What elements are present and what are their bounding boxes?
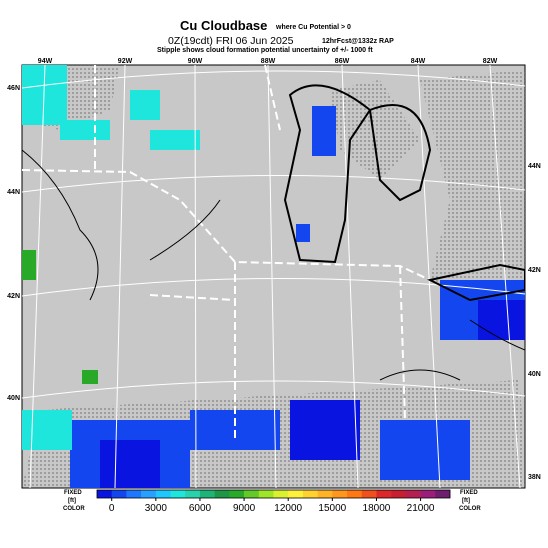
colorbar-cell	[376, 490, 392, 498]
forecast-info: 12hrFcst@1332z RAP	[322, 38, 394, 45]
colorbar-tick-label: 6000	[189, 503, 212, 514]
colorbar-cell	[141, 490, 157, 498]
lat-label: 42N	[528, 267, 541, 274]
colorbar-cell	[273, 490, 289, 498]
colorbar-left-label: COLOR	[63, 506, 85, 512]
colorbar-cell	[199, 490, 215, 498]
colorbar-right-label: COLOR	[459, 506, 481, 512]
colorbar-cell	[405, 490, 421, 498]
stipple	[420, 70, 525, 300]
lon-label: 86W	[335, 58, 350, 65]
lon-label: 88W	[261, 58, 276, 65]
title-note: where Cu Potential > 0	[275, 24, 351, 31]
lat-label: 44N	[7, 189, 20, 196]
colorbar-tick-label: 3000	[145, 503, 168, 514]
colorbar-cell	[214, 490, 230, 498]
colorbar-cell	[185, 490, 201, 498]
lat-label: 44N	[528, 163, 541, 170]
colorbar: 0 3000 6000 9000 12000 15000 18000 21000	[96, 489, 451, 514]
valid-time: 0Z(19cdt) FRI 06 Jun 2025	[168, 35, 294, 47]
colorbar-cell	[229, 490, 245, 498]
map	[21, 64, 526, 489]
colorbar-cell	[288, 490, 304, 498]
colorbar-left-label: [ft]	[68, 498, 76, 504]
colorbar-cell	[155, 490, 171, 498]
colorbar-tick-label: 18000	[363, 503, 391, 514]
colorbar-cell	[361, 490, 377, 498]
lat-label: 46N	[7, 85, 20, 92]
contours	[22, 149, 525, 381]
colorbar-border	[96, 489, 451, 499]
stipple-note: Stipple shows cloud formation potential …	[157, 47, 373, 54]
lat-label: 38N	[528, 474, 541, 481]
colorbar-left-label: FIXED	[64, 490, 82, 496]
colorbar-right-label: [ft]	[462, 498, 470, 504]
lon-label: 84W	[411, 58, 426, 65]
lake-outlines	[283, 84, 525, 302]
colorbar-cell	[111, 490, 127, 498]
colorbar-side-labels: FIXED [ft] COLOR FIXED [ft] COLOR	[63, 490, 481, 512]
lon-label: 82W	[483, 58, 498, 65]
colorbar-tick-label: 9000	[233, 503, 256, 514]
colorbar-cell	[435, 490, 451, 498]
colorbar-cell	[302, 490, 318, 498]
cloud-cells	[22, 65, 200, 450]
colorbar-tick-label: 12000	[274, 503, 302, 514]
lat-label: 42N	[7, 293, 20, 300]
colorbar-tick-label: 15000	[318, 503, 346, 514]
colorbar-cell	[126, 490, 142, 498]
title: Cu Cloudbase	[180, 18, 267, 33]
lat-label: 40N	[7, 395, 20, 402]
colorbar-cell	[244, 490, 260, 498]
graticule	[22, 65, 525, 488]
state-lines	[22, 65, 431, 440]
lon-label: 92W	[118, 58, 133, 65]
cloud-cells	[22, 250, 98, 384]
colorbar-cell	[391, 490, 407, 498]
colorbar-cell	[347, 490, 363, 498]
cloud-cells	[70, 106, 525, 488]
colorbar-cell	[97, 490, 113, 498]
colorbar-cell	[420, 490, 436, 498]
colorbar-cell	[317, 490, 333, 498]
colorbar-cell	[258, 490, 274, 498]
lon-label: 94W	[38, 58, 53, 65]
lon-label: 90W	[188, 58, 203, 65]
stipple	[330, 80, 420, 180]
colorbar-tick-label: 0	[109, 503, 115, 514]
colorbar-cell	[332, 490, 348, 498]
lat-label: 40N	[528, 371, 541, 378]
colorbar-right-label: FIXED	[460, 490, 478, 496]
colorbar-cell	[170, 490, 186, 498]
colorbar-tick-label: 21000	[407, 503, 435, 514]
